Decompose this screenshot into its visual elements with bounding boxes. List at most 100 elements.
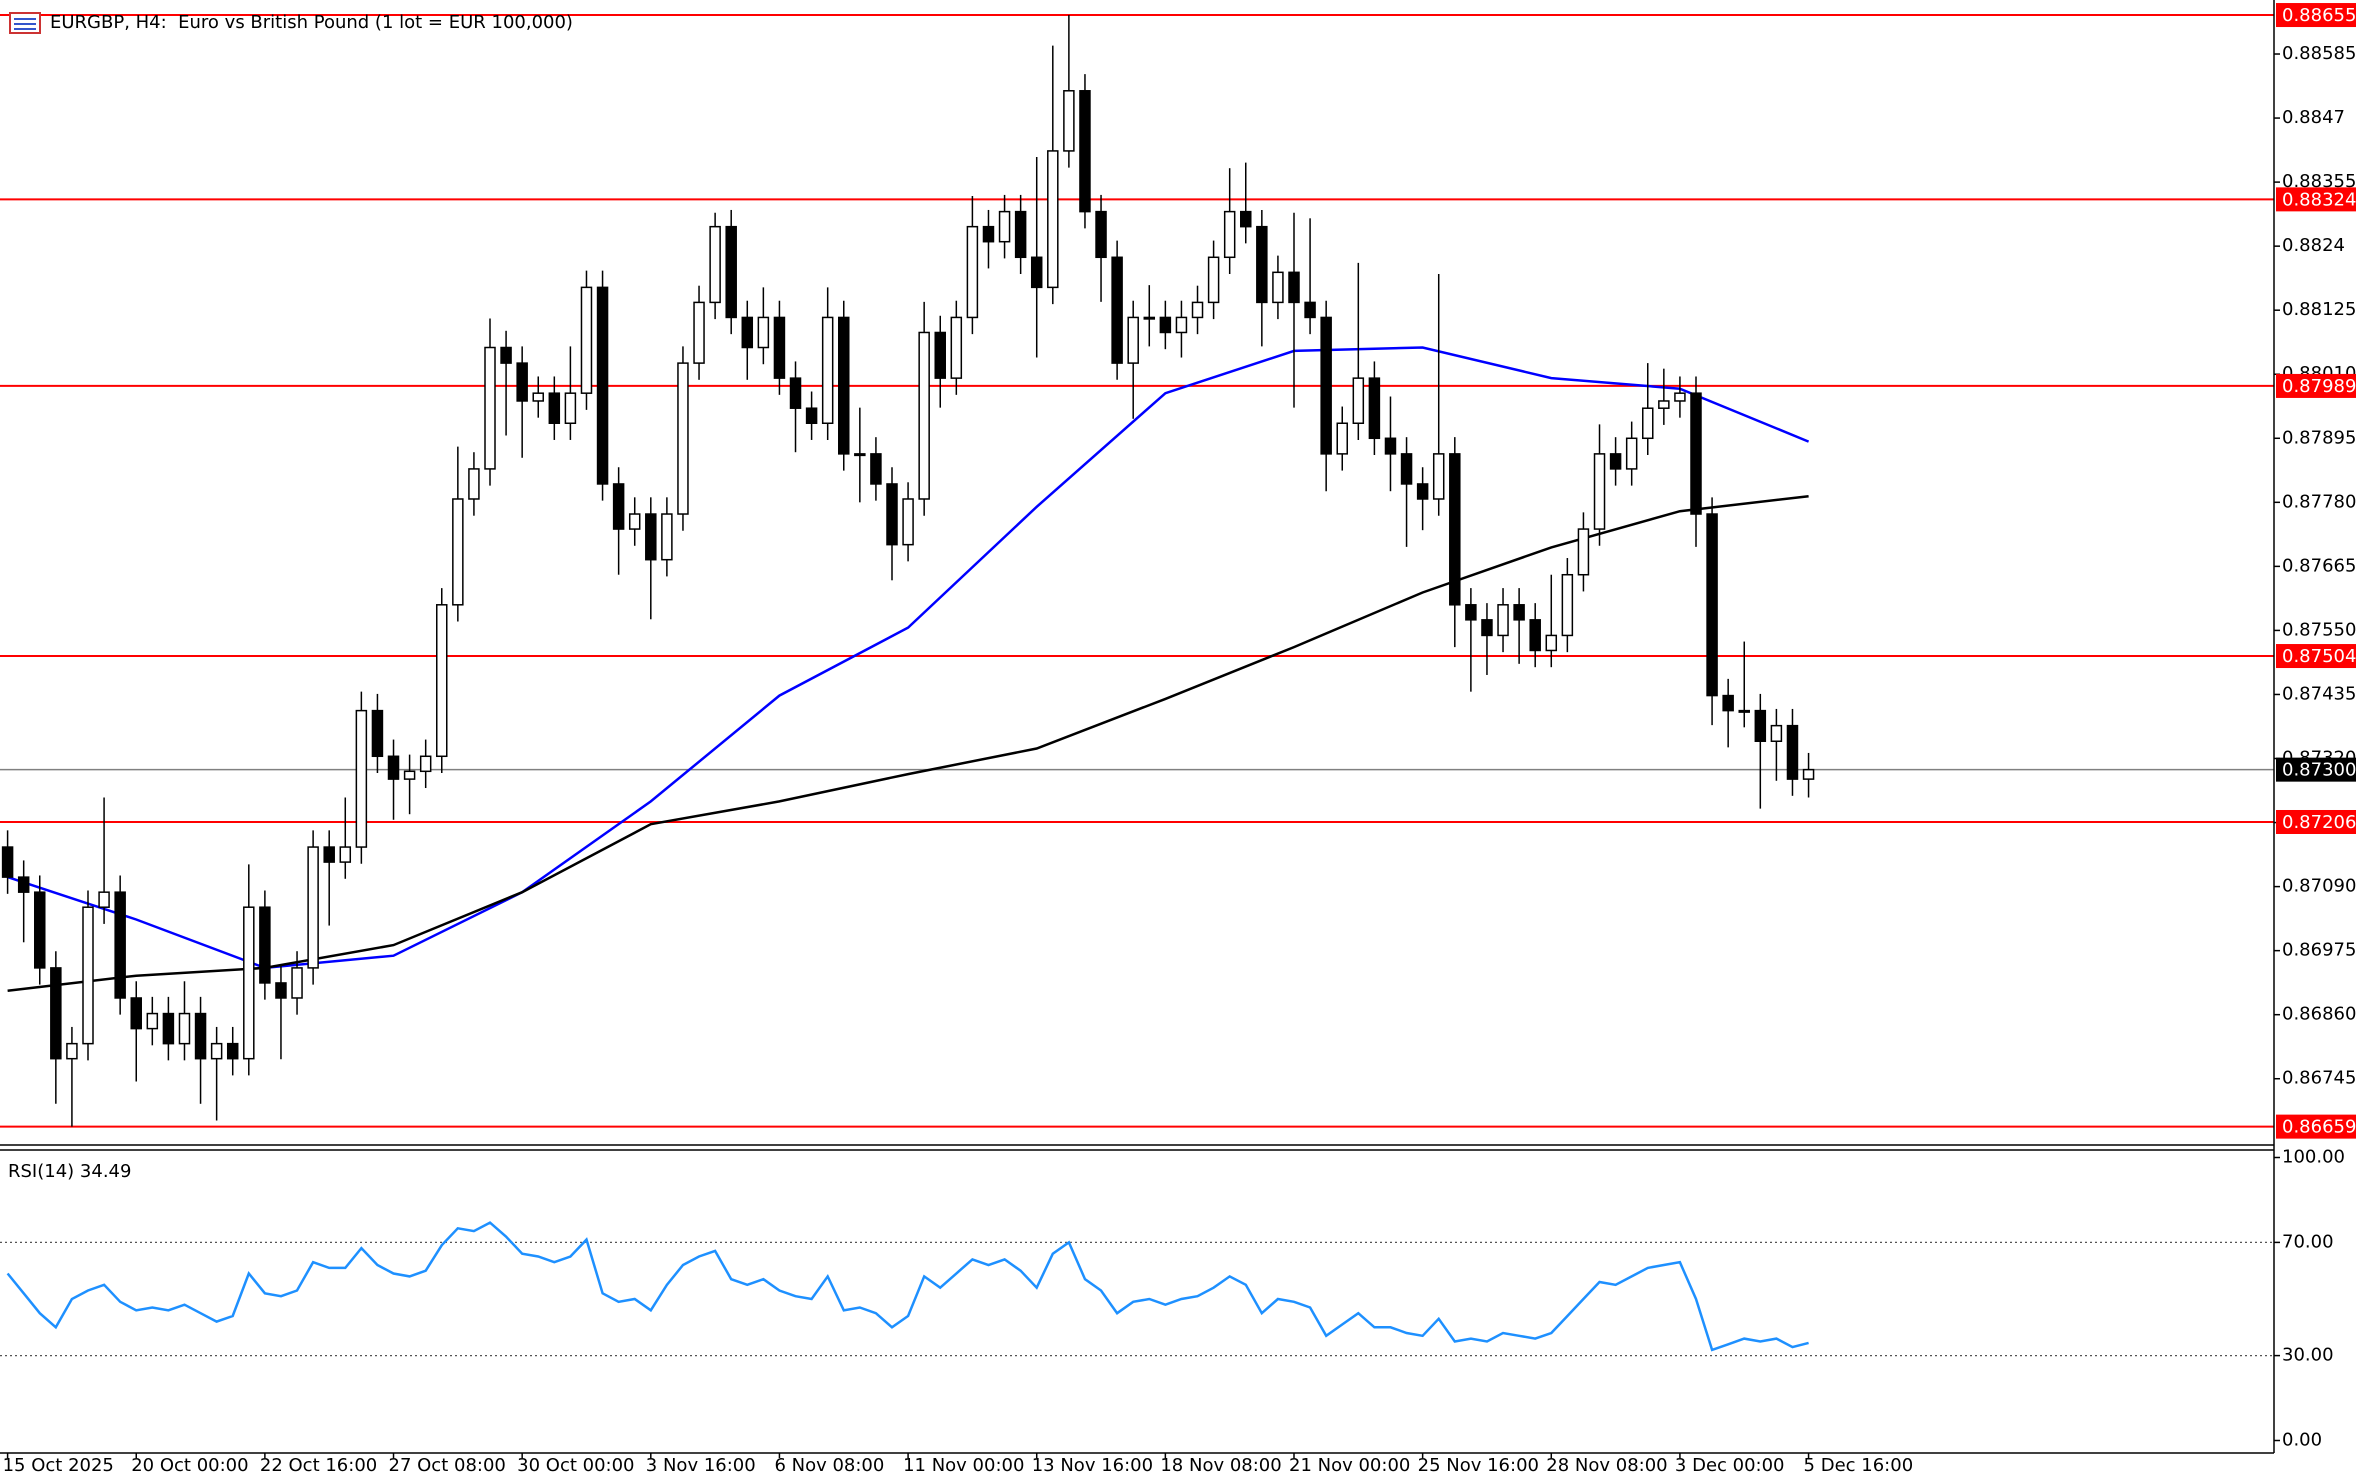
level-label: 0.87504: [2282, 646, 2356, 667]
candle-body: [805, 407, 818, 424]
candle-body: [66, 1042, 78, 1060]
candle-body: [1802, 768, 1815, 780]
candle-body: [645, 513, 657, 561]
candle-body: [1, 846, 14, 878]
candle-body: [1770, 724, 1783, 742]
candle-body: [1384, 437, 1397, 455]
x-tick-label: 15 Oct 2025: [3, 1455, 114, 1476]
current-price-label: 0.87300: [2282, 760, 2356, 781]
candle-body: [661, 513, 673, 561]
y-tick-label: 0.87665: [2282, 555, 2356, 576]
y-tick-label: 0.86975: [2282, 940, 2356, 961]
candle-body: [821, 316, 834, 424]
label-layer: 0.88655 0.88324 0.87989 0.87504 0.87206 0.866…: [3, 3, 2356, 1476]
candle-body: [1143, 316, 1156, 320]
candle-body: [210, 1042, 223, 1060]
candle-body: [1336, 422, 1348, 455]
candle-body: [628, 513, 641, 530]
level-label: 0.86659: [2282, 1117, 2356, 1138]
rsi-tick-label: 70.00: [2282, 1231, 2334, 1252]
candle-body: [1400, 453, 1413, 485]
candle-body: [178, 1012, 191, 1045]
candle-body: [934, 331, 946, 379]
candle-body: [1368, 377, 1381, 440]
x-tick-label: 22 Oct 16:00: [260, 1455, 377, 1476]
candle-body: [1240, 210, 1252, 228]
candle-body: [1642, 407, 1654, 440]
x-tick-label: 3 Dec 00:00: [1675, 1455, 1785, 1476]
candle-body: [243, 906, 255, 1060]
candle-body: [1014, 210, 1027, 259]
candle-body: [1352, 377, 1365, 424]
candle-body: [1175, 316, 1188, 334]
level-label: 0.87989: [2282, 376, 2356, 397]
candle-body: [419, 755, 432, 773]
candle-body: [725, 225, 737, 319]
candle-body: [484, 346, 496, 470]
candle-body: [387, 755, 400, 780]
x-tick-label: 30 Oct 00:00: [517, 1455, 634, 1476]
candle-body: [1030, 256, 1043, 289]
candle-body: [468, 468, 480, 500]
candle-body: [1754, 709, 1767, 742]
x-tick-label: 11 Nov 00:00: [903, 1455, 1024, 1476]
candle-body: [50, 967, 62, 1060]
x-tick-label: 5 Dec 16:00: [1804, 1455, 1914, 1476]
level-label: 0.88655: [2282, 5, 2356, 26]
candle-body: [789, 377, 802, 409]
rsi-tick-label: 30.00: [2282, 1345, 2334, 1366]
x-tick-label: 25 Nov 16:00: [1418, 1455, 1539, 1476]
x-tick-label: 6 Nov 08:00: [774, 1455, 884, 1476]
candle-body: [950, 316, 963, 379]
candle-body: [854, 453, 866, 457]
candle-body: [291, 967, 303, 999]
candle-body: [1609, 453, 1622, 470]
level-label: 0.88324: [2282, 189, 2356, 210]
candle-body: [532, 392, 544, 402]
candle-body: [902, 498, 914, 546]
candle-body: [1738, 709, 1750, 713]
y-tick-label: 0.88125: [2282, 299, 2356, 320]
candle-body: [838, 316, 850, 455]
candle-body: [1593, 453, 1606, 530]
candle-body: [1690, 392, 1702, 515]
candle-body: [1513, 604, 1525, 621]
current-price-box: [2276, 757, 2356, 782]
candle-body: [114, 891, 126, 999]
y-tick-label: 0.87435: [2282, 683, 2356, 704]
candle-body: [1674, 392, 1686, 402]
rsi-line: [6, 1221, 1809, 1352]
candle-body: [1416, 483, 1429, 500]
level-label-box: [2276, 3, 2356, 28]
level-label: 0.87206: [2282, 812, 2356, 833]
candle-body: [226, 1042, 239, 1060]
candle-body: [693, 301, 705, 364]
candle-body: [403, 770, 416, 780]
candle-body: [323, 846, 335, 863]
candle-body: [1304, 301, 1316, 319]
y-tick-label: 0.86745: [2282, 1068, 2356, 1089]
candle-body: [194, 1012, 207, 1060]
candle-body: [1272, 271, 1284, 304]
y-tick-label: 0.88585: [2282, 43, 2356, 64]
candle-body: [1529, 619, 1541, 652]
candle-body: [1079, 90, 1091, 213]
candle-body: [436, 604, 448, 758]
candle-body: [677, 362, 689, 515]
candle-body: [773, 316, 786, 379]
candle-body: [1706, 513, 1718, 697]
candle-body: [1191, 301, 1204, 319]
candle-body: [1658, 400, 1670, 409]
symbol-icon: [9, 12, 41, 34]
candle-body: [564, 392, 577, 424]
y-tick-label: 0.87780: [2282, 491, 2356, 512]
x-tick-label: 13 Nov 16:00: [1032, 1455, 1153, 1476]
candle-body: [82, 906, 94, 1045]
level-label-box: [2276, 809, 2356, 834]
candle-body: [741, 316, 754, 349]
level-label-box: [2276, 373, 2356, 398]
candle-body: [1722, 694, 1734, 712]
candle-body: [1095, 210, 1107, 259]
